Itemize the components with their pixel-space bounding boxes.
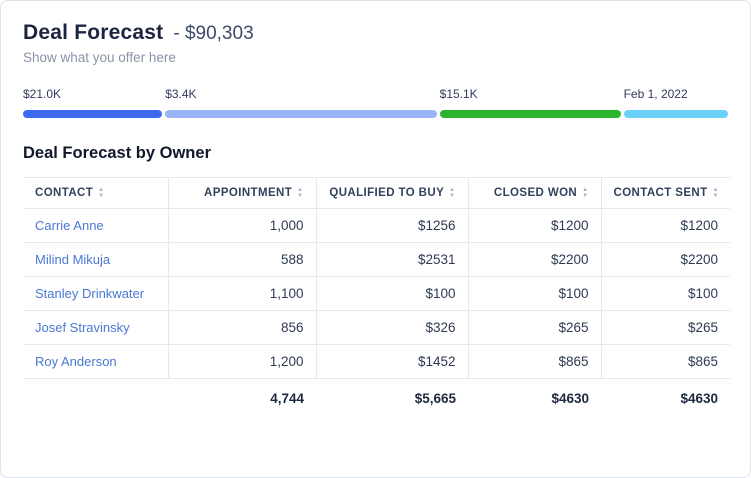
segment-bar bbox=[623, 110, 728, 118]
progress-segment-appointment: $21.0K bbox=[23, 87, 163, 118]
qualified-cell: $100 bbox=[315, 276, 468, 311]
closed-won-cell: $865 bbox=[467, 344, 601, 379]
totals-appointment: 4,744 bbox=[270, 391, 304, 406]
closed-won-cell: $265 bbox=[467, 310, 601, 345]
progress-segment-qualified: $3.4K bbox=[165, 87, 437, 118]
contact-sent-cell: $265 bbox=[600, 310, 730, 345]
contact-link[interactable]: Josef Stravinsky bbox=[35, 320, 130, 335]
sort-icon[interactable]: ▲ ▼ bbox=[449, 187, 456, 199]
column-header-appointment[interactable]: APPOINTMENT ▲ ▼ bbox=[167, 177, 316, 209]
segment-bar bbox=[439, 110, 621, 118]
totals-closed-won: $4630 bbox=[551, 391, 589, 406]
table-totals-row: 4,744 $5,665 $4630 $4630 bbox=[23, 379, 730, 416]
column-label: CLOSED WON bbox=[493, 187, 578, 199]
segment-label: $21.0K bbox=[23, 87, 62, 101]
sort-icon[interactable]: ▲ ▼ bbox=[712, 187, 719, 199]
segment-label: Feb 1, 2022 bbox=[623, 87, 688, 101]
contact-sent-cell: $1200 bbox=[600, 208, 730, 243]
totals-contact-sent: $4630 bbox=[680, 391, 718, 406]
qualified-cell: $326 bbox=[315, 310, 468, 345]
contact-cell: Carrie Anne bbox=[23, 208, 168, 243]
column-header-qualified-to-buy[interactable]: QUALIFIED TO BUY ▲ ▼ bbox=[315, 177, 468, 209]
sort-icon[interactable]: ▲ ▼ bbox=[582, 187, 589, 199]
table-row: Carrie Anne 1,000 $1256 $1200 $1200 bbox=[23, 208, 730, 243]
column-label: QUALIFIED TO BUY bbox=[329, 187, 445, 199]
table-row: Josef Stravinsky 856 $326 $265 $265 bbox=[23, 310, 730, 345]
contact-cell: Stanley Drinkwater bbox=[23, 276, 168, 311]
column-header-contact[interactable]: CONTACT ▲ ▼ bbox=[23, 177, 168, 209]
table-row: Roy Anderson 1,200 $1452 $865 $865 bbox=[23, 344, 730, 379]
appointment-cell: 1,200 bbox=[167, 344, 316, 379]
forecast-total-amount: - $90,303 bbox=[173, 23, 254, 44]
progress-segment-closed-won: $15.1K bbox=[439, 87, 621, 118]
closed-won-cell: $1200 bbox=[467, 208, 601, 243]
contact-link[interactable]: Stanley Drinkwater bbox=[35, 286, 145, 301]
segment-bar bbox=[165, 110, 437, 118]
column-header-closed-won[interactable]: CLOSED WON ▲ ▼ bbox=[467, 177, 601, 209]
contact-link[interactable]: Milind Mikuja bbox=[35, 252, 111, 267]
progress-segment-date: Feb 1, 2022 bbox=[623, 87, 728, 118]
contact-sent-cell: $2200 bbox=[600, 242, 730, 277]
page-header: Deal Forecast - $90,303 bbox=[23, 21, 728, 45]
contact-cell: Roy Anderson bbox=[23, 344, 168, 379]
column-header-contact-sent[interactable]: CONTACT SENT ▲ ▼ bbox=[600, 177, 730, 209]
closed-won-cell: $2200 bbox=[467, 242, 601, 277]
totals-empty-cell bbox=[23, 379, 168, 416]
qualified-cell: $1452 bbox=[315, 344, 468, 379]
segment-label: $3.4K bbox=[165, 87, 197, 101]
appointment-cell: 856 bbox=[167, 310, 316, 345]
column-label: APPOINTMENT bbox=[204, 187, 293, 199]
appointment-cell: 1,000 bbox=[167, 208, 316, 243]
table-row: Stanley Drinkwater 1,100 $100 $100 $100 bbox=[23, 276, 730, 311]
segment-label: $15.1K bbox=[439, 87, 478, 101]
page-title: Deal Forecast bbox=[23, 21, 164, 44]
totals-qualified: $5,665 bbox=[414, 391, 456, 406]
page-subtitle: Show what you offer here bbox=[23, 50, 176, 65]
column-label: CONTACT SENT bbox=[613, 187, 708, 199]
sort-icon[interactable]: ▲ ▼ bbox=[297, 187, 304, 199]
table-header-row: CONTACT ▲ ▼ APPOINTMENT ▲ ▼ QUALIFIED TO BUY… bbox=[23, 177, 730, 209]
contact-link[interactable]: Carrie Anne bbox=[35, 218, 104, 233]
contact-link[interactable]: Roy Anderson bbox=[35, 354, 117, 369]
segment-bar bbox=[23, 110, 163, 118]
contact-cell: Josef Stravinsky bbox=[23, 310, 168, 345]
column-label: CONTACT bbox=[35, 187, 94, 199]
qualified-cell: $2531 bbox=[315, 242, 468, 277]
contact-sent-cell: $865 bbox=[600, 344, 730, 379]
table-section-title: Deal Forecast by Owner bbox=[23, 144, 211, 162]
contact-cell: Milind Mikuja bbox=[23, 242, 168, 277]
sort-icon[interactable]: ▲ ▼ bbox=[98, 187, 105, 199]
appointment-cell: 1,100 bbox=[167, 276, 316, 311]
qualified-cell: $1256 bbox=[315, 208, 468, 243]
contact-sent-cell: $100 bbox=[600, 276, 730, 311]
table-row: Milind Mikuja 588 $2531 $2200 $2200 bbox=[23, 242, 730, 277]
appointment-cell: 588 bbox=[167, 242, 316, 277]
deal-forecast-table: CONTACT ▲ ▼ APPOINTMENT ▲ ▼ QUALIFIED TO BUY… bbox=[23, 177, 730, 415]
forecast-progress-bar: $21.0K $3.4K $15.1K Feb 1, 2022 bbox=[23, 87, 728, 118]
closed-won-cell: $100 bbox=[467, 276, 601, 311]
